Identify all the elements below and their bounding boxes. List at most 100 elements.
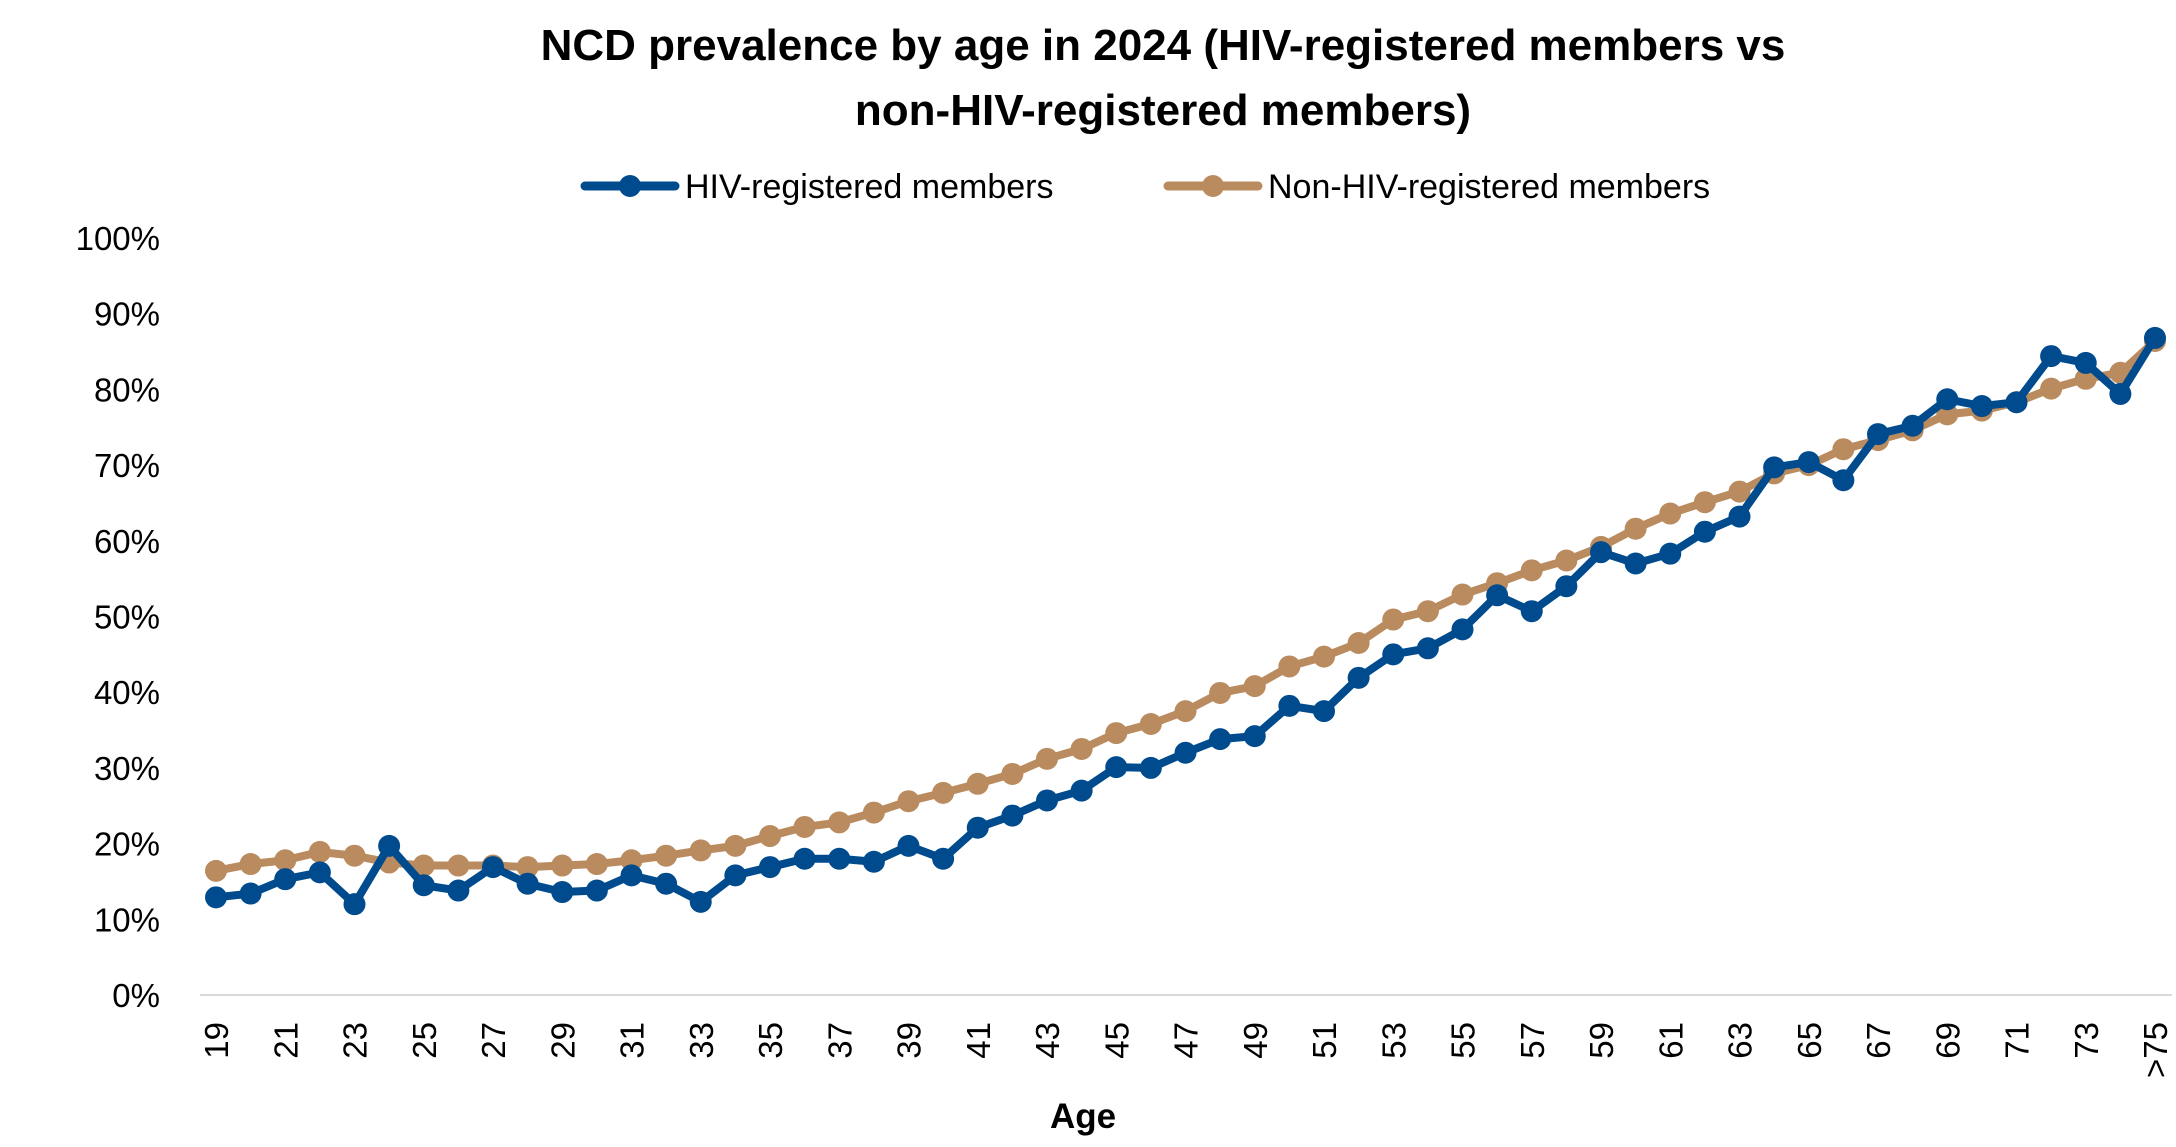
data-point	[1520, 600, 1543, 623]
data-point	[1832, 438, 1855, 461]
data-point	[689, 839, 712, 862]
x-tick-label: 25	[406, 1022, 443, 1059]
x-tick-label: 63	[1722, 1022, 1759, 1059]
legend-label-non-hiv: Non-HIV-registered members	[1268, 168, 1710, 206]
data-point	[585, 879, 608, 902]
data-point	[239, 882, 262, 905]
y-tick-label: 60%	[94, 523, 160, 560]
data-point	[1139, 712, 1162, 735]
x-tick-label: 21	[267, 1022, 304, 1059]
data-point	[239, 853, 262, 876]
chart-title-line-1: NCD prevalence by age in 2024 (HIV-regis…	[541, 21, 1786, 70]
data-point	[966, 816, 989, 839]
data-point	[1036, 747, 1058, 770]
x-tick-label: 67	[1860, 1022, 1897, 1059]
data-point	[1243, 675, 1266, 698]
data-point	[1624, 517, 1647, 540]
data-point	[1693, 520, 1716, 543]
data-point	[1070, 779, 1093, 802]
y-tick-label: 90%	[94, 296, 160, 333]
data-point	[482, 856, 504, 879]
x-tick-label: 23	[337, 1022, 374, 1059]
x-tick-label: 51	[1306, 1022, 1343, 1059]
data-point	[1728, 505, 1751, 528]
data-point	[966, 772, 989, 795]
legend-label-hiv: HIV-registered members	[685, 168, 1053, 206]
x-tick-label: 35	[752, 1022, 789, 1059]
x-tick-label: 37	[821, 1022, 858, 1059]
data-point	[551, 881, 574, 904]
data-point	[2144, 326, 2166, 349]
data-point	[1209, 728, 1232, 751]
data-point	[620, 864, 643, 887]
data-point	[2074, 367, 2097, 390]
data-point	[2040, 377, 2063, 400]
y-tick-label: 0%	[112, 977, 160, 1014]
data-point	[1590, 541, 1612, 564]
data-point	[585, 853, 608, 876]
data-point	[1174, 741, 1197, 764]
data-point	[828, 811, 851, 834]
data-point	[1936, 388, 1959, 411]
chart-title-line-2: non-HIV-registered members)	[855, 86, 1471, 135]
data-point	[551, 854, 574, 877]
data-point	[1139, 756, 1162, 779]
data-point	[308, 840, 331, 863]
data-point	[2074, 351, 2097, 374]
x-tick-label: 19	[198, 1022, 235, 1059]
data-point	[1416, 600, 1439, 623]
data-point	[516, 856, 539, 879]
data-point	[274, 849, 297, 872]
data-point	[1728, 480, 1751, 503]
y-tick-label: 100%	[76, 220, 160, 257]
data-point	[897, 790, 920, 813]
y-tick-label: 70%	[94, 447, 160, 484]
series-line	[215, 335, 2159, 909]
data-point	[1797, 451, 1820, 474]
data-point	[1105, 756, 1128, 779]
data-point	[516, 872, 539, 895]
data-point	[1832, 469, 1855, 492]
data-point	[1278, 655, 1301, 678]
x-tick-label: 69	[1929, 1022, 1966, 1059]
data-point	[412, 854, 435, 877]
y-tick-label: 20%	[94, 826, 160, 863]
data-point	[1313, 700, 1335, 723]
x-tick-label: 45	[1098, 1022, 1135, 1059]
data-point	[655, 844, 678, 867]
x-tick-label: 41	[960, 1022, 997, 1059]
data-point	[1867, 423, 1889, 446]
data-point	[447, 854, 470, 877]
data-point	[1070, 737, 1093, 760]
data-point	[759, 856, 781, 879]
data-point	[793, 815, 816, 838]
data-point	[1624, 552, 1647, 575]
data-point	[343, 844, 366, 867]
series-hiv	[205, 326, 2166, 916]
y-tick-label: 80%	[94, 371, 160, 408]
data-point	[828, 847, 851, 870]
data-point	[932, 847, 955, 870]
data-point	[1174, 700, 1197, 723]
data-point	[724, 834, 747, 857]
legend: HIV-registered members Non-HIV-registere…	[580, 168, 1710, 206]
data-point	[759, 825, 781, 848]
data-point	[1001, 804, 1024, 827]
x-tick-label: >75	[2137, 1022, 2174, 1078]
x-tick-label: 27	[475, 1022, 512, 1059]
data-point	[447, 879, 470, 902]
x-tick-label: 33	[683, 1022, 720, 1059]
data-point	[1382, 608, 1405, 631]
y-tick-label: 30%	[94, 750, 160, 787]
data-point	[274, 868, 297, 891]
y-tick-label: 10%	[94, 901, 160, 938]
data-point	[1451, 618, 1474, 641]
data-point	[932, 781, 955, 804]
data-point	[862, 801, 885, 824]
data-point	[1901, 414, 1924, 437]
series-line	[215, 338, 2158, 875]
data-point	[1313, 645, 1335, 668]
data-point	[1347, 666, 1370, 689]
data-point	[1451, 583, 1474, 606]
